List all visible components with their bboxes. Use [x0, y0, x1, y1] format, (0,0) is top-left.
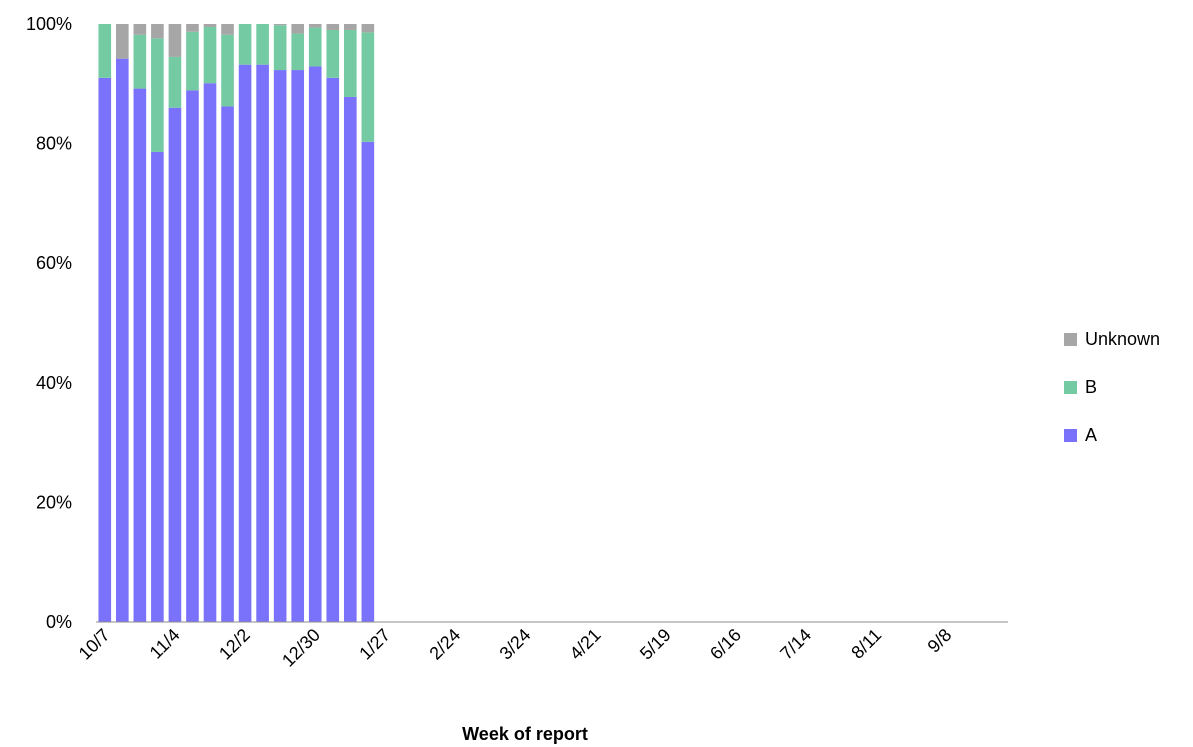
y-tick-label: 80%	[36, 134, 72, 154]
bar-segment-unknown	[203, 24, 217, 27]
x-tick-label: 12/30	[278, 625, 324, 671]
bar-segment-b	[326, 29, 340, 78]
legend-label-b: B	[1085, 377, 1097, 397]
bar-segment-b	[203, 26, 217, 84]
bar-segment-b	[273, 25, 287, 71]
x-axis-title: Week of report	[462, 724, 588, 744]
bar-segment-a	[115, 58, 129, 623]
bar-segment-unknown	[343, 24, 357, 30]
legend-swatch-unknown	[1064, 333, 1077, 346]
bar-segment-b	[151, 38, 164, 152]
legend-label-unknown: Unknown	[1085, 329, 1160, 349]
bar-segment-unknown	[221, 24, 234, 35]
x-tick-label: 7/14	[776, 625, 815, 664]
bar-segment-b	[256, 24, 269, 65]
x-tick-label: 1/27	[355, 625, 394, 664]
bar-segment-b	[98, 24, 112, 78]
x-tick-label: 8/11	[847, 625, 885, 663]
x-tick-label: 3/24	[496, 625, 535, 664]
y-tick-label: 40%	[36, 373, 72, 393]
bar-segment-a	[168, 107, 182, 623]
bar-segment-a	[186, 90, 199, 622]
bar-segment-a	[308, 66, 322, 622]
bar-segment-a	[238, 64, 252, 622]
bar-segment-b	[361, 32, 375, 142]
bar-segment-a	[221, 106, 234, 622]
x-tick-label: 11/4	[146, 625, 184, 663]
bar-segment-unknown	[151, 24, 164, 39]
bar-segment-unknown	[115, 24, 129, 59]
bar-segment-a	[291, 70, 305, 623]
x-tick-label: 10/7	[75, 625, 114, 664]
bar-segment-unknown	[186, 24, 199, 32]
bar-segment-a	[203, 83, 217, 622]
bar-segment-unknown	[291, 24, 305, 34]
bar-segment-a	[343, 96, 357, 622]
bar-segment-b	[133, 34, 147, 89]
bar-segment-b	[238, 24, 252, 65]
bar-segment-unknown	[308, 24, 322, 28]
y-tick-label: 0%	[46, 612, 72, 632]
bar-segment-a	[361, 141, 375, 622]
bar-segment-b	[308, 27, 322, 67]
x-tick-label: 9/8	[924, 625, 956, 657]
x-axis-tick-labels: 10/7 11/4 12/2 12/30 1/27 2/24 3/24 4/21 5/19 6/1…	[75, 625, 956, 671]
bar-segment-b	[186, 31, 199, 91]
bar-segment-unknown	[326, 24, 340, 30]
bar-segment-a	[133, 88, 147, 622]
legend-label-a: A	[1085, 425, 1097, 445]
legend-swatch-a	[1064, 429, 1077, 442]
y-tick-label: 100%	[26, 14, 72, 34]
bar-segment-a	[98, 77, 112, 622]
bars	[98, 24, 375, 623]
bar-segment-a	[326, 77, 340, 622]
legend-swatch-b	[1064, 381, 1077, 394]
y-axis-tick-labels: 0% 20% 40% 60% 80% 100%	[26, 14, 72, 632]
x-tick-label: 4/21	[566, 625, 605, 664]
bar-segment-a	[256, 64, 269, 622]
bar-segment-b	[168, 56, 182, 108]
y-tick-label: 60%	[36, 253, 72, 273]
bar-segment-a	[151, 151, 164, 622]
bar-segment-a	[273, 70, 287, 623]
bar-segment-b	[221, 34, 234, 107]
bar-segment-b	[291, 33, 305, 71]
bar-segment-unknown	[273, 24, 287, 26]
bar-segment-unknown	[168, 24, 182, 57]
x-tick-label: 12/2	[215, 625, 254, 664]
legend: Unknown B A	[1064, 329, 1160, 445]
x-tick-label: 5/19	[636, 625, 675, 664]
x-tick-label: 6/16	[706, 625, 745, 664]
bar-segment-unknown	[361, 24, 375, 33]
bar-segment-b	[343, 29, 357, 97]
y-tick-label: 20%	[36, 492, 72, 512]
x-tick-label: 2/24	[425, 625, 464, 664]
bar-segment-unknown	[133, 24, 147, 35]
